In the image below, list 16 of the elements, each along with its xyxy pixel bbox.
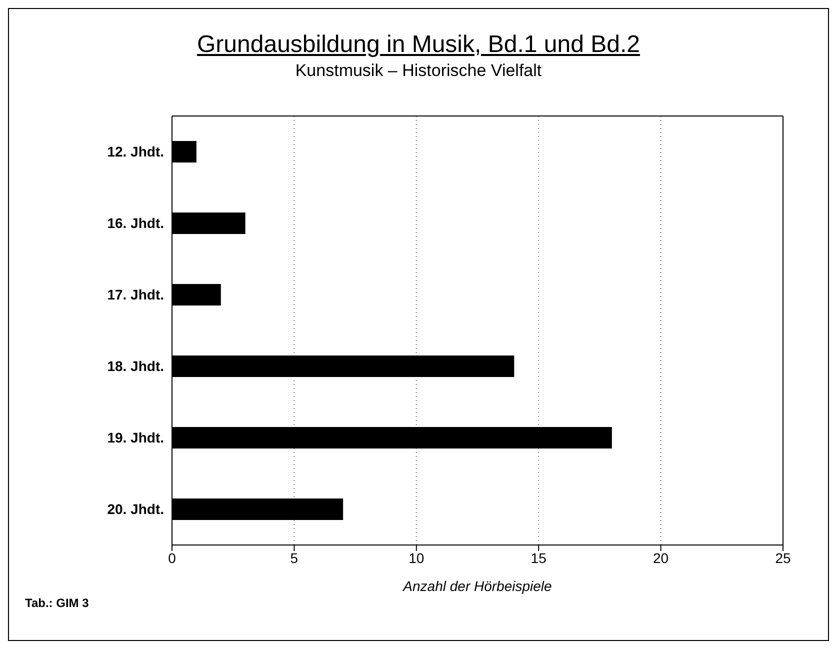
y-tick-label: 19. Jhdt.: [107, 430, 164, 446]
chart-subtitle: Kunstmusik – Historische Vielfalt: [294, 61, 543, 81]
x-tick-label: 25: [775, 550, 791, 566]
y-tick-label: 17. Jhdt.: [107, 286, 164, 303]
chart-title: Grundausbildung in Musik, Bd.1 und Bd.2: [196, 31, 641, 59]
x-axis-title: Anzahl der Hörbeispiele: [402, 578, 552, 594]
y-tick-label: 16. Jhdt.: [107, 215, 164, 232]
y-tick-label: 18. Jhdt.: [107, 358, 164, 374]
x-tick-label: 20: [653, 550, 669, 566]
text: Tab.: GIM 3: [25, 596, 89, 610]
y-tick-label: 20. Jhdt.: [107, 501, 164, 518]
x-tick-label: 15: [530, 550, 547, 566]
y-tick-label: 12. Jhdt.: [107, 144, 164, 160]
x-tick-label: 10: [408, 550, 424, 566]
x-tick-label: 0: [168, 550, 176, 566]
x-tick-label: 5: [290, 550, 298, 566]
